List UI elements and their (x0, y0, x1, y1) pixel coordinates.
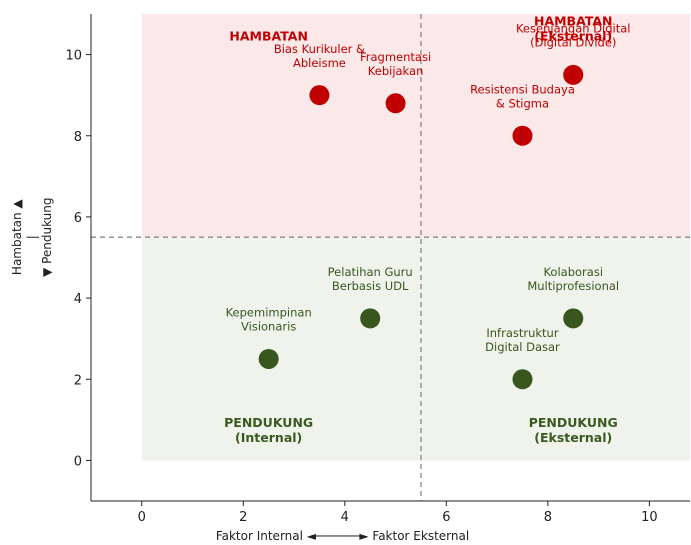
data-point-pendukung (258, 348, 279, 369)
point-label-line: Visionaris (241, 320, 296, 334)
point-label-line: (Digital Divide) (530, 35, 616, 49)
quadrant-label-line: (Internal) (235, 430, 302, 445)
point-label-line: Bias Kurikuler & (274, 42, 365, 56)
x-tick-label: 10 (641, 510, 658, 525)
point-label: Pelatihan Guru Berbasis UDL (328, 265, 413, 293)
point-label-line: Fragmentasi (360, 50, 431, 64)
point-label-line: Ableisme (293, 56, 346, 70)
y-tick-label: 2 (74, 373, 82, 388)
point-label-line: Kebijakan (368, 64, 424, 78)
x-tick-label: 4 (341, 510, 349, 525)
data-point-pendukung (512, 369, 533, 390)
point-label: Fragmentasi Kebijakan (360, 50, 431, 78)
point-labels: Bias Kurikuler & Ableisme Fragmentasi Kebij… (226, 21, 631, 353)
data-point-hambatan (309, 85, 330, 106)
axis-ticks: 0 2 4 6 8 10 0 2 4 6 8 10 (65, 49, 657, 525)
point-label-line: Resistensi Budaya (470, 82, 575, 96)
y-axis-label-line: Hambatan ▲ (10, 199, 24, 276)
data-point-hambatan (385, 93, 406, 114)
data-point-hambatan (563, 64, 584, 85)
point-label-line: Kolaborasi (543, 265, 603, 279)
point-label: Resistensi Budaya & Stigma (470, 82, 575, 110)
y-axis-label: Hambatan ▲ | ▼ Pendukung (10, 197, 54, 276)
point-label-line: Pelatihan Guru (328, 265, 413, 279)
plot-frame (90, 14, 690, 502)
quadrant-label-line: HAMBATAN (229, 28, 308, 43)
data-point-pendukung (563, 308, 584, 329)
data-points (258, 64, 584, 390)
y-axis-label-line: ▼ Pendukung (40, 197, 54, 276)
quadrant-regions (141, 14, 691, 461)
quadrant-label-line: (Eksternal) (534, 430, 612, 445)
point-label: Kepemimpinan Visionaris (226, 306, 312, 334)
region-hambatan (141, 14, 691, 238)
point-label: Kolaborasi Multiprofesional (527, 265, 619, 293)
point-label: Kesenjangan Digital (Digital Divide) (516, 21, 631, 49)
quadrant-label-line: PENDUKUNG (224, 415, 313, 430)
quadrant-label: HAMBATAN (229, 28, 308, 43)
quadrant-label: PENDUKUNG (Internal) (224, 415, 313, 445)
quadrant-label: HAMBATAN (Eksternal) (534, 13, 613, 43)
point-label-line: Kesenjangan Digital (516, 21, 631, 35)
x-axis-label: Faktor Internal ◄──────► Faktor Eksterna… (216, 529, 469, 543)
data-point-hambatan (512, 125, 533, 146)
quadrant-label-line: (Eksternal) (534, 28, 612, 43)
point-label-line: Berbasis UDL (332, 279, 409, 293)
point-label-line: Digital Dasar (485, 340, 560, 354)
point-label-line: & Stigma (496, 96, 549, 110)
y-tick-label: 4 (74, 292, 82, 307)
quadrant-label-line: HAMBATAN (534, 13, 613, 28)
x-tick-label: 2 (239, 510, 247, 525)
region-pendukung (141, 237, 691, 461)
quadrant-dividers (91, 14, 690, 501)
point-label-line: Infrastruktur (486, 326, 558, 340)
y-tick-label: 10 (65, 49, 82, 64)
point-label: Infrastruktur Digital Dasar (485, 326, 560, 354)
y-tick-label: 8 (74, 130, 82, 145)
point-label-line: Kepemimpinan (226, 306, 312, 320)
point-label-line: Multiprofesional (527, 279, 619, 293)
data-point-pendukung (360, 308, 381, 329)
point-label: Bias Kurikuler & Ableisme (274, 42, 365, 70)
y-axis-label-line: | (25, 235, 39, 239)
x-tick-label: 6 (442, 510, 450, 525)
x-tick-label: 8 (544, 510, 552, 525)
y-tick-label: 0 (74, 454, 82, 469)
quadrant-label-line: PENDUKUNG (529, 415, 618, 430)
x-tick-label: 0 (138, 510, 146, 525)
quadrant-label: PENDUKUNG (Eksternal) (529, 415, 618, 445)
y-tick-label: 6 (74, 211, 82, 226)
